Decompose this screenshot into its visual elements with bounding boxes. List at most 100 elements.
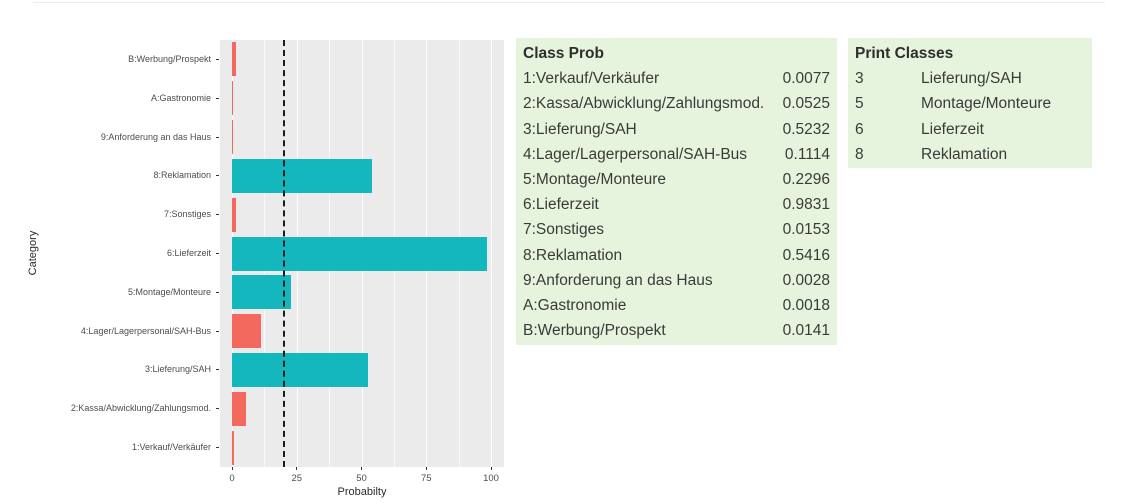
x-tick-label: 100 [483,473,499,484]
print-class-id: 3 [855,70,864,88]
class-prob-row: 7:Sonstiges 0.0153 [523,217,830,242]
x-tick-mark [361,467,362,470]
print-classes-rows: 3 Lieferung/SAH 5 Montage/Monteure 6 Lieferze… [855,66,1085,167]
bar [232,197,236,232]
class-prob-value: 0.0525 [782,95,830,113]
y-tick-label: 8:Reklamation [153,170,211,181]
y-tick-label: 5:Montage/Monteure [127,286,211,297]
y-tick-label: 4:Lager/Lagerpersonal/SAH-Bus [80,325,211,336]
print-class-label: Reklamation [921,145,1008,163]
class-prob-value: 0.5232 [782,120,830,138]
bar [232,42,236,77]
y-tick-mark [216,97,219,99]
x-tick-mark [296,467,298,470]
y-tick-label: A:Gastronomie [150,92,211,103]
plot-panel [220,40,504,467]
class-prob-row: 3:Lieferung/SAH 0.5232 [523,117,830,142]
y-tick-label: 1:Verkauf/Verkäufer [131,442,211,453]
x-axis: 0 25 50 75 100 [220,467,504,503]
class-prob-label: 6:Lieferzeit [523,196,599,214]
class-prob-label: 4:Lager/Lagerpersonal/SAH-Bus [523,145,748,163]
y-tick-label: 9:Anforderung an das Haus [100,131,211,142]
print-class-row: 8 Reklamation [855,142,1085,167]
print-class-id: 8 [855,145,864,163]
class-prob-value: 0.0028 [782,271,830,289]
x-tick-mark [490,467,492,470]
bar [232,391,246,426]
class-prob-title: Class Prob [523,45,604,62]
class-prob-row: 4:Lager/Lagerpersonal/SAH-Bus 0.1114 [523,142,830,167]
class-prob-value: 0.0153 [782,221,830,239]
print-class-row: 6 Lieferzeit [855,117,1085,142]
print-class-label: Lieferzeit [921,120,984,138]
y-tick-mark [216,58,219,60]
print-class-id: 6 [855,120,864,138]
y-tick-label: 7:Sonstiges [163,209,211,220]
y-tick-mark [216,291,219,293]
y-tick-mark [216,214,219,216]
class-prob-value: 0.0018 [782,297,830,315]
class-prob-row: 9:Anforderung an das Haus 0.0028 [523,268,830,293]
class-prob-label: 3:Lieferung/SAH [523,120,637,138]
class-prob-label: 1:Verkauf/Verkäufer [523,70,660,88]
threshold-line [282,40,285,467]
bar [232,158,373,193]
class-prob-label: 8:Reklamation [523,246,623,264]
y-tick-mark [216,447,219,449]
y-tick-label: 3:Lieferung/SAH [144,364,211,375]
class-prob-value: 0.2296 [782,171,830,189]
print-class-row: 3 Lieferung/SAH [855,66,1085,91]
y-axis-title: Category [27,230,39,276]
class-prob-row: 1:Verkauf/Verkäufer 0.0077 [523,66,830,91]
bar [232,236,487,271]
x-tick-label: 75 [420,473,432,484]
bar [232,275,292,310]
y-tick-mark [216,369,219,371]
class-prob-row: A:Gastronomie 0.0018 [523,293,830,318]
class-prob-value: 0.1114 [784,145,830,163]
class-prob-label: 5:Montage/Monteure [523,171,667,189]
class-prob-label: B:Werbung/Prospekt [523,322,666,340]
x-tick-mark [425,467,427,470]
y-axis: B:Werbung/Prospekt A:Gastronomie 9:Anforde… [0,40,220,467]
print-classes-title: Print Classes [855,45,954,62]
y-tick-mark [216,330,219,332]
print-classes-panel: Print Classes 3 Lieferung/SAH 5 Montage/Mon… [848,38,1092,168]
x-tick-mark [231,467,233,470]
y-tick-mark [216,408,219,410]
class-prob-value: 0.9831 [782,196,830,214]
class-prob-row: 6:Lieferzeit 0.9831 [523,192,830,217]
print-class-id: 5 [855,95,864,113]
y-tick-label: B:Werbung/Prospekt [128,53,211,64]
class-prob-value: 0.5416 [782,246,830,264]
bar [232,120,233,155]
print-class-label: Montage/Monteure [921,95,1052,113]
class-prob-row: 2:Kassa/Abwicklung/Zahlungsmod. 0.0525 [523,91,830,116]
class-prob-row: 8:Reklamation 0.5416 [523,243,830,268]
x-axis-title: Probabilty [337,486,387,498]
y-tick-mark [216,136,219,138]
y-tick-mark [216,175,219,177]
class-prob-row: B:Werbung/Prospekt 0.0141 [523,318,830,343]
class-prob-panel: Class Prob 1:Verkauf/Verkäufer 0.0077 2:Ka… [516,38,837,345]
y-tick-label: 6:Lieferzeit [166,248,211,258]
class-prob-label: A:Gastronomie [523,297,627,315]
y-tick-label: 2:Kassa/Abwicklung/Zahlungsmod. [70,403,211,414]
x-tick-label: 50 [356,473,367,484]
top-divider [33,2,1105,3]
class-prob-value: 0.0077 [782,70,830,88]
class-prob-row: 5:Montage/Monteure 0.2296 [523,167,830,192]
x-tick-label: 25 [291,473,303,484]
major-gridline [491,40,492,467]
print-class-label: Lieferung/SAH [921,70,1022,88]
class-prob-label: 2:Kassa/Abwicklung/Zahlungsmod. [523,95,765,113]
class-prob-rows: 1:Verkauf/Verkäufer 0.0077 2:Kassa/Abwickl… [523,66,830,343]
class-prob-label: 7:Sonstiges [523,221,604,239]
x-tick-label: 0 [229,473,235,484]
class-prob-value: 0.0141 [782,322,830,340]
class-prob-label: 9:Anforderung an das Haus [523,271,713,289]
bar [232,314,261,349]
y-tick-mark [216,253,219,254]
bar [232,352,368,387]
